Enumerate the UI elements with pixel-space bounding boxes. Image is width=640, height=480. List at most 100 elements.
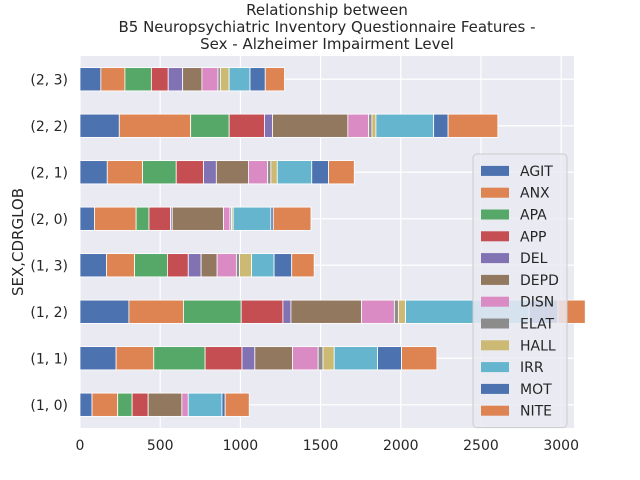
legend-swatch-depd	[481, 274, 509, 285]
legend-swatch-app	[481, 231, 509, 242]
y-tick-label: (1, 1)	[30, 351, 68, 367]
bar-segment-mot	[249, 67, 266, 92]
bar-segment-del	[187, 253, 202, 278]
bar-segment-disn	[181, 392, 189, 417]
bar-segment-elat	[393, 299, 399, 324]
bar-segment-irr	[276, 160, 313, 185]
bar-segment-irr	[251, 253, 275, 278]
bar-segment-apa	[134, 253, 168, 278]
x-tick-label: 2500	[463, 438, 499, 454]
bar-segment-anx	[94, 206, 137, 231]
bar-segment-elat	[235, 253, 240, 278]
bar-segment-disn	[361, 299, 395, 324]
legend-swatch-anx	[481, 187, 509, 198]
legend-swatch-agit	[481, 165, 509, 176]
bar-segment-depd	[215, 160, 249, 185]
y-tick-label: (1, 2)	[30, 305, 68, 321]
bar-segment-app	[167, 253, 189, 278]
bar-segment-depd	[290, 299, 362, 324]
legend-label-mot: MOT	[520, 382, 552, 398]
bar-segment-depd	[200, 253, 218, 278]
bar-segment-hall	[239, 253, 253, 278]
bar-segment-disn	[201, 67, 219, 92]
legend-label-depd: DEPD	[520, 273, 559, 289]
legend-swatch-disn	[481, 296, 509, 307]
bar-segment-anx	[115, 346, 155, 371]
bar-segment-del	[282, 299, 292, 324]
bar-segment-hall	[219, 67, 230, 92]
bar-segment-agit	[79, 253, 107, 278]
bar-segment-anx	[106, 160, 143, 185]
bar-segment-apa	[183, 299, 242, 324]
x-tick-label: 1500	[303, 438, 339, 454]
bar-segment-depd	[272, 113, 349, 138]
y-tick-label: (2, 3)	[30, 72, 68, 88]
bar-segment-nite	[401, 346, 438, 371]
x-tick-label: 3000	[543, 438, 579, 454]
bar-segment-nite	[264, 67, 285, 92]
bar-segment-agit	[79, 346, 117, 371]
y-tick-label: (2, 1)	[30, 165, 68, 181]
bar-segment-apa	[190, 113, 230, 138]
bar-segment-apa	[135, 206, 150, 231]
bar-segment-app	[148, 206, 172, 231]
legend-swatch-nite	[481, 405, 509, 416]
bar-segment-elat	[317, 346, 324, 371]
bar-segment-irr	[333, 346, 378, 371]
title-line-3: Sex - Alzheimer Impairment Level	[200, 35, 454, 53]
title-line-1: Relationship between	[246, 1, 408, 19]
y-ticks: (1, 0) (1, 1) (1, 2) (1, 3) (2, 0) (2, 1) (2, …	[30, 72, 68, 414]
bar-segment-hall	[397, 299, 406, 324]
legend-label-elat: ELAT	[520, 317, 554, 333]
legend-label-del: DEL	[520, 251, 548, 267]
bar-segment-nite	[447, 113, 499, 138]
legend-swatch-irr	[481, 362, 509, 373]
bar-segment-depd	[254, 346, 293, 371]
bar-segment-agit	[79, 206, 95, 231]
bar-segment-app	[131, 392, 149, 417]
bar-segment-app	[175, 160, 204, 185]
bar-segment-anx	[118, 113, 192, 138]
bar-segment-agit	[79, 392, 93, 417]
title-line-2: B5 Neuropsychiatric Inventory Questionna…	[118, 18, 535, 36]
bar-segment-mot	[311, 160, 330, 185]
legend-swatch-elat	[481, 318, 509, 329]
bar-segment-agit	[79, 113, 120, 138]
bar-segment-apa	[117, 392, 133, 417]
bar-segment-del	[264, 113, 273, 138]
bar-segment-irr	[228, 67, 251, 92]
x-tick-label: 1000	[223, 438, 259, 454]
bar-segment-apa	[142, 160, 177, 185]
bar-segment-app	[240, 299, 284, 324]
bar-segment-anx	[100, 67, 126, 92]
legend-swatch-hall	[481, 340, 509, 351]
bar-segment-depd	[147, 392, 183, 417]
bar-segment-disn	[216, 253, 237, 278]
bar-segment-disn	[223, 206, 231, 231]
bar-segment-disn	[292, 346, 319, 371]
bar-segment-mot	[377, 346, 402, 371]
x-tick-label: 500	[147, 438, 174, 454]
bar-segment-del	[167, 67, 184, 92]
y-tick-label: (1, 3)	[30, 258, 68, 274]
bar-segment-del	[203, 160, 217, 185]
legend-label-nite: NITE	[520, 404, 552, 420]
legend-label-agit: AGIT	[520, 164, 553, 180]
legend-label-anx: ANX	[520, 186, 550, 202]
legend-label-apa: APA	[520, 208, 547, 224]
y-tick-label: (2, 2)	[30, 119, 68, 135]
legend-swatch-apa	[481, 209, 509, 220]
bar-segment-disn	[347, 113, 370, 138]
bar-segment-hall	[270, 160, 278, 185]
bar-segment-anx	[91, 392, 119, 417]
chart-title: Relationship between B5 Neuropsychiatric…	[118, 1, 535, 53]
bar-segment-mot	[433, 113, 449, 138]
bar-segment-app	[204, 346, 243, 371]
legend-swatch-del	[481, 253, 509, 264]
bar-segment-depd	[171, 206, 224, 231]
legend-label-hall: HALL	[520, 338, 556, 354]
legend-label-irr: IRR	[520, 360, 544, 376]
legend: AGIT ANX APA APP DEL DEPD DISN ELAT HALL IRR MOT NI…	[472, 153, 568, 429]
bar-segment-depd	[182, 67, 203, 92]
